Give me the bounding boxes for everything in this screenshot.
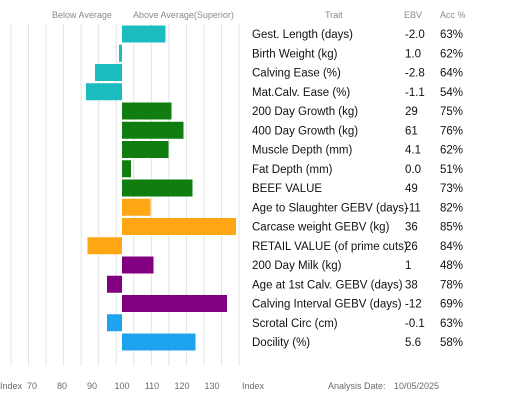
trait-label: RETAIL VALUE (of prime cuts) bbox=[252, 241, 408, 253]
trait-label: Mat.Calv. Ease (%) bbox=[252, 87, 350, 99]
acc-value: 54% bbox=[440, 87, 463, 99]
acc-value: 75% bbox=[440, 106, 463, 118]
ebv-value: 29 bbox=[405, 106, 418, 118]
header-below-average: Below Average bbox=[52, 10, 112, 20]
bar bbox=[122, 160, 131, 178]
ebv-value: 49 bbox=[405, 183, 418, 195]
acc-value: 64% bbox=[440, 68, 463, 80]
x-tick-label: 110 bbox=[145, 381, 159, 391]
bar bbox=[122, 333, 196, 351]
ebv-value: 1.0 bbox=[405, 48, 421, 60]
bar bbox=[122, 256, 154, 274]
bar bbox=[122, 179, 193, 197]
trait-label: Scrotal Circ (cm) bbox=[252, 318, 338, 330]
acc-value: 84% bbox=[440, 241, 463, 253]
ebv-value: -0.1 bbox=[405, 318, 425, 330]
acc-value: 69% bbox=[440, 299, 463, 311]
bar bbox=[122, 102, 172, 120]
ebv-value: -2.0 bbox=[405, 29, 425, 41]
acc-value: 73% bbox=[440, 183, 463, 195]
trait-label: 200 Day Growth (kg) bbox=[252, 106, 358, 118]
bar bbox=[87, 237, 122, 255]
ebv-value: 1 bbox=[405, 260, 411, 272]
ebv-value: -2.8 bbox=[405, 68, 425, 80]
acc-value: 51% bbox=[440, 164, 463, 176]
x-axis-end-label: Index bbox=[242, 381, 265, 391]
analysis-date-label: Analysis Date: bbox=[328, 381, 386, 391]
ebv-value: 26 bbox=[405, 241, 418, 253]
acc-value: 48% bbox=[440, 260, 463, 272]
bar bbox=[122, 141, 169, 158]
acc-value: 62% bbox=[440, 48, 463, 60]
bar bbox=[122, 218, 236, 235]
acc-value: 82% bbox=[440, 202, 463, 214]
trait-label: Gest. Length (days) bbox=[252, 29, 353, 41]
acc-value: 76% bbox=[440, 125, 463, 137]
bar bbox=[107, 275, 122, 293]
ebv-value: 0.0 bbox=[405, 164, 421, 176]
acc-value: 63% bbox=[440, 318, 463, 330]
ebv-value: 5.6 bbox=[405, 337, 421, 349]
trait-label: Age at 1st Calv. GEBV (days) bbox=[252, 279, 403, 291]
x-tick-label: 70 bbox=[27, 381, 37, 391]
ebv-value: -12 bbox=[405, 299, 422, 311]
trait-label: Calving Interval GEBV (days) bbox=[252, 299, 402, 311]
bar bbox=[122, 25, 166, 43]
trait-label: Birth Weight (kg) bbox=[252, 48, 338, 60]
bar bbox=[95, 64, 122, 81]
acc-value: 85% bbox=[440, 222, 463, 234]
bar bbox=[122, 198, 151, 216]
acc-value: 62% bbox=[440, 145, 463, 157]
x-axis-start-label: Index bbox=[0, 381, 23, 391]
x-tick-label: 120 bbox=[174, 381, 189, 391]
rows: Gest. Length (days) -2.0 63% Birth Weight (… bbox=[252, 29, 463, 349]
acc-value: 63% bbox=[440, 29, 463, 41]
ebv-value: -11 bbox=[405, 202, 421, 214]
x-tick-label: 90 bbox=[87, 381, 97, 391]
header-above-average: Above Average(Superior) bbox=[133, 10, 234, 20]
ebv-value: 61 bbox=[405, 125, 418, 137]
bar bbox=[86, 83, 122, 101]
x-tick-label: 80 bbox=[57, 381, 67, 391]
header-acc: Acc % bbox=[440, 10, 466, 20]
header-ebv: EBV bbox=[404, 10, 422, 20]
bar bbox=[122, 121, 184, 139]
ebv-value: -1.1 bbox=[405, 87, 425, 99]
trait-label: Age to Slaughter GEBV (days) bbox=[252, 202, 408, 214]
trait-label: 200 Day Milk (kg) bbox=[252, 260, 342, 272]
x-tick-label: 130 bbox=[204, 381, 219, 391]
ebv-value: 38 bbox=[405, 279, 418, 291]
acc-value: 58% bbox=[440, 337, 463, 349]
trait-label: Muscle Depth (mm) bbox=[252, 145, 352, 157]
ebv-value: 4.1 bbox=[405, 145, 421, 157]
ebv-value: 36 bbox=[405, 222, 418, 234]
bars bbox=[86, 25, 236, 351]
bar bbox=[119, 44, 122, 62]
header-trait: Trait bbox=[325, 10, 343, 20]
trait-label: Calving Ease (%) bbox=[252, 68, 341, 80]
acc-value: 78% bbox=[440, 279, 463, 291]
trait-label: BEEF VALUE bbox=[252, 183, 322, 195]
analysis-date: 10/05/2025 bbox=[394, 381, 439, 391]
x-tick-label: 100 bbox=[114, 381, 129, 391]
trait-label: 400 Day Growth (kg) bbox=[252, 125, 358, 137]
bar bbox=[107, 314, 122, 332]
x-axis-ticks: 70 80 90 100 110 120 130 bbox=[27, 381, 220, 391]
trait-label: Fat Depth (mm) bbox=[252, 164, 333, 176]
trait-label: Docility (%) bbox=[252, 337, 310, 349]
trait-label: Carcase weight GEBV (kg) bbox=[252, 222, 390, 234]
bar bbox=[122, 295, 227, 312]
